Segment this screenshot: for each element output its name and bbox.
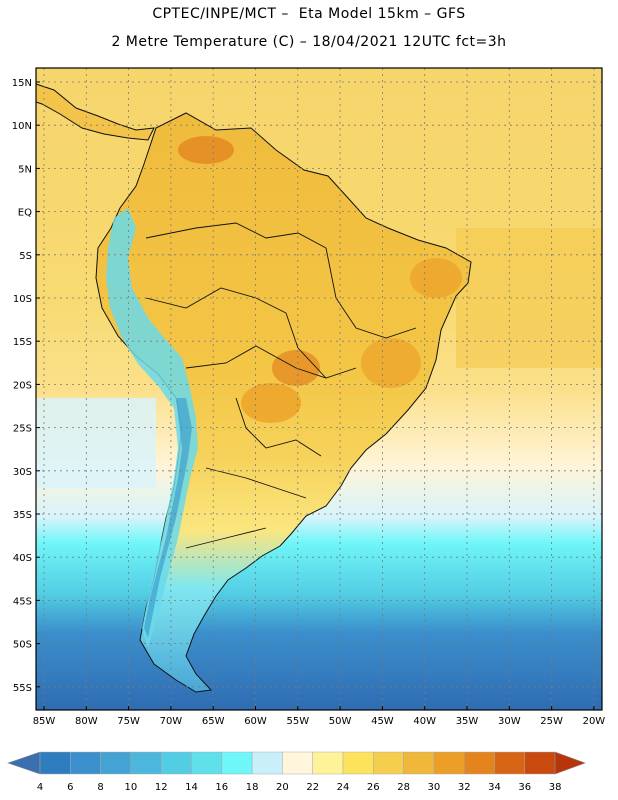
lat-label: 35S [13, 510, 32, 521]
map-title-line-1: CPTEC/INPE/MCT – Eta Model 15km – GFS [152, 6, 466, 22]
hot-spot-venezuela [178, 136, 234, 164]
lat-label: 30S [13, 467, 32, 478]
lat-label: EQ [18, 208, 32, 219]
colorbar-segment [160, 751, 192, 775]
colorbar-arrow-low [7, 751, 41, 775]
lat-label: 5N [18, 164, 32, 175]
colorbar-segment [191, 751, 223, 775]
lat-label: 10N [12, 121, 32, 132]
lon-label: 55W [286, 716, 309, 727]
lat-label: 25S [13, 424, 32, 435]
colorbar-segment [251, 751, 283, 775]
lat-label: 45S [13, 596, 32, 607]
colorbar-segment [524, 751, 556, 775]
lon-label: 65W [202, 716, 225, 727]
colorbar-tick-label: 26 [367, 782, 380, 793]
lat-label: 50S [13, 640, 32, 651]
map-title-line-2: 2 Metre Temperature (C) – 18/04/2021 12U… [111, 34, 507, 50]
colorbar-segment [463, 751, 495, 775]
colorbar-segment [282, 751, 313, 775]
colorbar-segment [70, 751, 101, 775]
colorbar-tick-label: 38 [549, 782, 562, 793]
colorbar-tick-label: 6 [67, 782, 73, 793]
andes-cold-strip [106, 208, 198, 648]
andes-colder-core [144, 398, 192, 638]
country-borders [145, 222, 417, 549]
colorbar-segment [221, 751, 253, 775]
colorbar-segment [342, 751, 374, 775]
lat-label: 15N [12, 78, 32, 89]
pacific-cool-band [36, 398, 156, 488]
temperature-map: 15N 10N 5N EQ 5S 10S 15S 20S 25S 30S 35S 40S 45S 50S 5… [12, 67, 605, 727]
lon-label: 50W [329, 716, 352, 727]
colorbar-tick-label: 10 [125, 782, 138, 793]
colorbar-tick-label: 32 [458, 782, 471, 793]
hot-spot-northeast [410, 258, 462, 298]
colorbar-tick-label: 20 [276, 782, 289, 793]
central-america-landmass [35, 83, 155, 141]
lon-label: 30W [498, 716, 521, 727]
colorbar-segment [403, 751, 435, 775]
colorbar-tick-label: 12 [155, 782, 168, 793]
graticule [36, 68, 602, 710]
colorbar-tick-label: 18 [246, 782, 259, 793]
colorbar-segment [373, 751, 404, 775]
lon-label: 80W [75, 716, 98, 727]
colorbar-tick-label: 24 [337, 782, 350, 793]
colorbar-tick-label: 36 [518, 782, 531, 793]
lat-label: 55S [13, 683, 32, 694]
lat-label: 15S [13, 337, 32, 348]
lon-label: 60W [244, 716, 267, 727]
colorbar-tick-label: 14 [185, 782, 198, 793]
lon-label: 25W [540, 716, 563, 727]
colorbar-segment [100, 751, 132, 775]
colorbar-segment [312, 751, 344, 775]
colorbar-tick-label: 8 [97, 782, 103, 793]
temperature-colorbar: 4 6 8 10 12 14 16 18 20 22 24 26 28 30 32 34 36 38 [7, 751, 586, 793]
hot-spot-paraguay [241, 383, 301, 423]
colorbar-tick-label: 4 [37, 782, 43, 793]
colorbar-tick-label: 34 [488, 782, 501, 793]
lat-label: 20S [13, 380, 32, 391]
colorbar-tick-label: 16 [215, 782, 228, 793]
lon-label: 70W [160, 716, 183, 727]
lat-label: 40S [13, 553, 32, 564]
lon-label: 45W [371, 716, 394, 727]
hot-spot-bahia [361, 338, 421, 388]
lon-label: 20W [583, 716, 606, 727]
colorbar-segment [494, 751, 526, 775]
lat-label: 10S [13, 294, 32, 305]
colorbar-arrow-high [554, 751, 586, 775]
colorbar-tick-label: 28 [397, 782, 410, 793]
lon-label: 85W [33, 716, 56, 727]
colorbar-segment [39, 751, 71, 775]
colorbar-tick-label: 30 [428, 782, 441, 793]
colorbar-segment [433, 751, 465, 775]
lon-label: 40W [413, 716, 436, 727]
lat-label: 5S [19, 251, 32, 262]
colorbar-tick-label: 22 [306, 782, 319, 793]
lon-label: 35W [456, 716, 479, 727]
colorbar-segment [130, 751, 162, 775]
lon-label: 75W [117, 716, 140, 727]
